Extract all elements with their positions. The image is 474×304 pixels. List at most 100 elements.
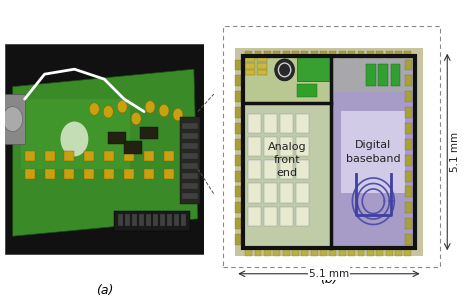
Bar (182, 143, 198, 149)
Bar (341, 111, 405, 193)
Bar (235, 48, 423, 256)
Bar (283, 51, 290, 58)
Text: 5.1 mm: 5.1 mm (309, 269, 349, 279)
Bar (247, 183, 261, 202)
Bar (235, 60, 241, 71)
Bar (386, 51, 392, 58)
Bar (280, 183, 293, 202)
Bar (339, 51, 346, 58)
Circle shape (173, 108, 183, 121)
Bar (144, 169, 154, 179)
Bar (160, 214, 165, 226)
Bar (124, 169, 134, 179)
Bar (247, 137, 261, 156)
Bar (104, 151, 114, 161)
Bar (329, 249, 337, 256)
Bar (366, 64, 376, 86)
Bar (64, 169, 74, 179)
Bar (395, 51, 402, 58)
Bar (280, 114, 293, 133)
Bar (280, 160, 293, 179)
Bar (144, 151, 154, 161)
Bar (139, 214, 144, 226)
Bar (21, 99, 130, 169)
Bar (5, 44, 204, 254)
Bar (273, 249, 280, 256)
Bar (235, 186, 241, 197)
Bar (245, 249, 252, 256)
Bar (180, 116, 200, 204)
Bar (1, 94, 25, 144)
Bar (235, 202, 241, 213)
Circle shape (61, 122, 88, 157)
Bar (311, 249, 318, 256)
Bar (182, 163, 198, 169)
Circle shape (103, 105, 113, 118)
Bar (243, 56, 415, 248)
Bar (320, 249, 327, 256)
Bar (235, 155, 241, 166)
Circle shape (117, 100, 127, 113)
Bar (182, 123, 198, 129)
Bar (301, 51, 308, 58)
Bar (283, 249, 290, 256)
Bar (405, 234, 411, 245)
Circle shape (275, 59, 294, 81)
Bar (235, 139, 241, 150)
Bar (223, 26, 440, 267)
Bar (167, 214, 172, 226)
Bar (182, 153, 198, 159)
Bar (132, 214, 137, 226)
Bar (296, 114, 309, 133)
Bar (243, 56, 331, 248)
Bar (235, 123, 241, 134)
Bar (182, 193, 198, 199)
Bar (357, 51, 365, 58)
Bar (84, 151, 94, 161)
Circle shape (131, 112, 141, 125)
Bar (405, 60, 411, 71)
Bar (405, 186, 411, 197)
Bar (331, 56, 415, 92)
Bar (339, 249, 346, 256)
Bar (164, 169, 174, 179)
Bar (235, 234, 241, 245)
Bar (273, 51, 280, 58)
Bar (405, 218, 411, 229)
Bar (247, 114, 261, 133)
Bar (257, 70, 267, 75)
Bar (45, 169, 55, 179)
Bar (64, 151, 74, 161)
Bar (280, 137, 293, 156)
Bar (296, 160, 309, 179)
Bar (348, 249, 355, 256)
Bar (257, 56, 267, 62)
Bar (235, 75, 241, 86)
Bar (391, 64, 401, 86)
Bar (367, 249, 374, 256)
Bar (264, 207, 277, 226)
Bar (45, 151, 55, 161)
Bar (25, 169, 35, 179)
Bar (405, 75, 411, 86)
Bar (182, 183, 198, 189)
Bar (124, 151, 134, 161)
Bar (235, 107, 241, 118)
Bar (264, 114, 277, 133)
Bar (296, 137, 309, 156)
Bar (376, 249, 383, 256)
Bar (405, 107, 411, 118)
Bar (164, 151, 174, 161)
Bar (182, 133, 198, 139)
Bar (331, 56, 415, 248)
Text: Digital
baseband: Digital baseband (346, 140, 401, 164)
Circle shape (89, 103, 99, 115)
Bar (264, 249, 271, 256)
Bar (104, 169, 114, 179)
Bar (264, 160, 277, 179)
Bar (245, 51, 252, 58)
Bar (320, 51, 327, 58)
Bar (245, 70, 255, 75)
Bar (386, 249, 392, 256)
Bar (235, 91, 241, 102)
